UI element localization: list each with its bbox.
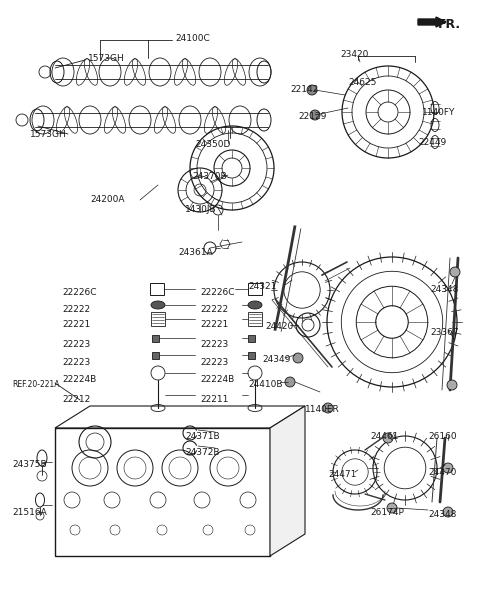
- Circle shape: [443, 507, 453, 517]
- Text: 24348: 24348: [430, 285, 458, 294]
- Text: 24321: 24321: [248, 282, 276, 291]
- Text: 24420: 24420: [265, 322, 293, 331]
- Text: 24470: 24470: [428, 468, 456, 477]
- Text: REF.20-221A: REF.20-221A: [12, 380, 60, 389]
- Ellipse shape: [151, 301, 165, 309]
- Text: 1573GH: 1573GH: [30, 130, 67, 139]
- Bar: [55, 428, 270, 556]
- Text: 24100C: 24100C: [175, 34, 210, 43]
- Text: 22224B: 22224B: [62, 375, 96, 384]
- Text: 24200A: 24200A: [90, 195, 124, 204]
- Text: 26174P: 26174P: [370, 508, 404, 517]
- Bar: [248, 312, 262, 326]
- Circle shape: [307, 85, 317, 95]
- Text: 24375B: 24375B: [12, 460, 47, 469]
- Text: 22226C: 22226C: [200, 288, 235, 297]
- Text: 23420: 23420: [340, 50, 368, 59]
- Circle shape: [383, 433, 393, 443]
- Bar: [248, 335, 255, 342]
- Text: 24349: 24349: [262, 355, 290, 364]
- Circle shape: [323, 403, 333, 413]
- Circle shape: [285, 377, 295, 387]
- Bar: [152, 352, 159, 359]
- Text: 22212: 22212: [62, 395, 90, 404]
- Polygon shape: [270, 406, 305, 556]
- Text: 22221: 22221: [62, 320, 90, 329]
- Bar: [150, 283, 164, 295]
- Circle shape: [293, 353, 303, 363]
- Circle shape: [443, 463, 453, 473]
- Text: 22223: 22223: [62, 340, 90, 349]
- Text: 22223: 22223: [200, 340, 228, 349]
- Text: 24461: 24461: [370, 432, 398, 441]
- Text: 1140FY: 1140FY: [422, 108, 456, 117]
- Circle shape: [450, 267, 460, 277]
- Text: 22221: 22221: [200, 320, 228, 329]
- Text: 22211: 22211: [200, 395, 228, 404]
- Text: 22449: 22449: [418, 138, 446, 147]
- Bar: [248, 352, 255, 359]
- Text: 24625: 24625: [348, 78, 376, 87]
- Text: 22223: 22223: [200, 358, 228, 367]
- Text: 22142: 22142: [290, 85, 318, 94]
- Text: 22222: 22222: [62, 305, 90, 314]
- Circle shape: [310, 110, 320, 120]
- FancyArrow shape: [418, 17, 446, 27]
- Circle shape: [447, 380, 457, 390]
- Text: FR.: FR.: [438, 18, 461, 31]
- Text: 24471: 24471: [328, 470, 356, 479]
- Bar: [151, 312, 165, 326]
- Text: 1140ER: 1140ER: [305, 405, 340, 414]
- Text: 22223: 22223: [62, 358, 90, 367]
- Text: 24350D: 24350D: [195, 140, 230, 149]
- Ellipse shape: [248, 301, 262, 309]
- Circle shape: [387, 503, 397, 513]
- Bar: [152, 335, 159, 342]
- Text: 22224B: 22224B: [200, 375, 234, 384]
- Text: 24372B: 24372B: [185, 448, 219, 457]
- Text: 26160: 26160: [428, 432, 456, 441]
- Text: 24361A: 24361A: [178, 248, 213, 257]
- Text: 22129: 22129: [298, 112, 326, 121]
- Text: 1573GH: 1573GH: [88, 54, 125, 63]
- Text: 23367: 23367: [430, 328, 458, 337]
- Text: 21516A: 21516A: [12, 508, 47, 517]
- Text: 1430JB: 1430JB: [185, 205, 216, 214]
- Bar: [248, 283, 262, 295]
- Text: 24371B: 24371B: [185, 432, 220, 441]
- Text: 24370B: 24370B: [192, 172, 227, 181]
- Text: 22222: 22222: [200, 305, 228, 314]
- Text: 24348: 24348: [428, 510, 456, 519]
- Text: 24410B: 24410B: [248, 380, 283, 389]
- Text: 22226C: 22226C: [62, 288, 96, 297]
